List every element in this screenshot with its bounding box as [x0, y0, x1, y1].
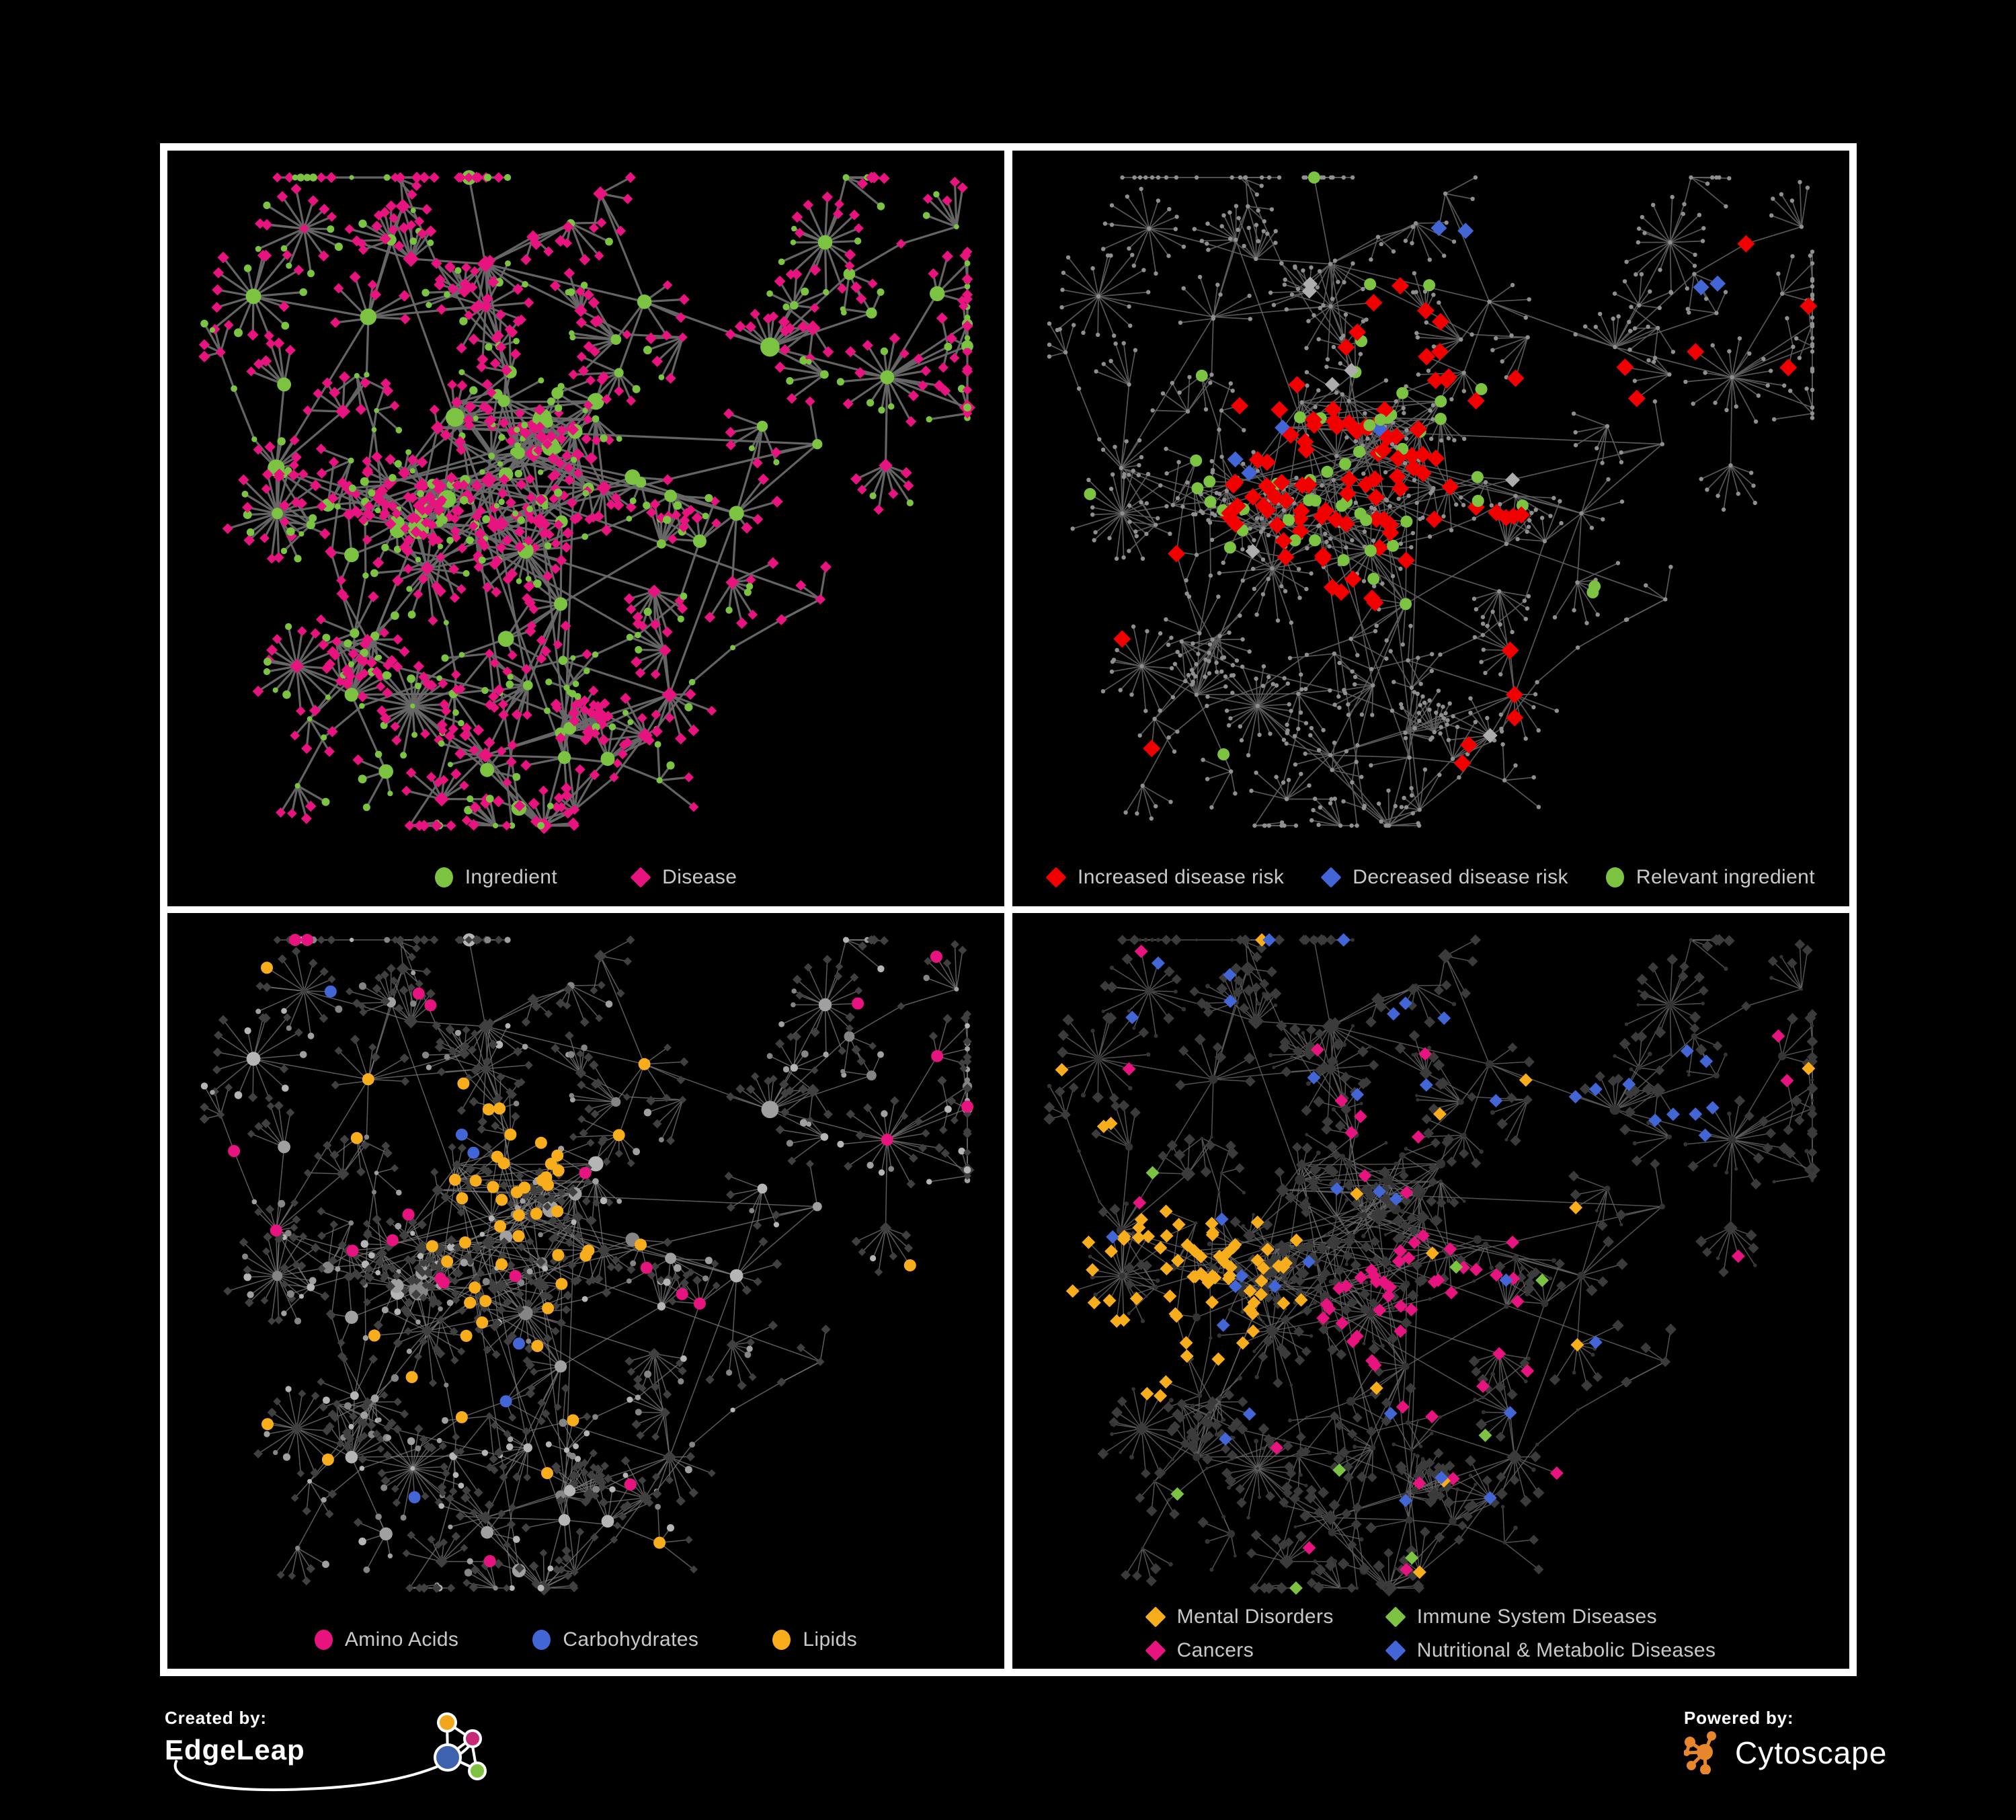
- legend-swatch-diamond-icon: [1145, 1640, 1166, 1661]
- legend-label: Relevant ingredient: [1636, 866, 1815, 888]
- legend-label: Immune System Diseases: [1416, 1606, 1657, 1628]
- legend-item: Decreased disease risk: [1320, 866, 1568, 889]
- panel-grid-frame: Ingredient Disease Increased disease risk…: [160, 143, 1857, 1676]
- legend-label: Cancers: [1176, 1639, 1254, 1661]
- highlighted-nodes-layer: [1084, 171, 1818, 773]
- legend-swatch-circle-icon: [314, 1630, 333, 1650]
- legend-swatch-diamond-icon: [1045, 867, 1067, 888]
- panel-ingredient-disease: Ingredient Disease: [167, 151, 1004, 906]
- network-canvas-disease-categories: [1043, 933, 1820, 1597]
- legend-disease-risk: Increased disease risk Decreased disease …: [1012, 866, 1849, 889]
- network-canvas-nutrient-classes: [199, 933, 975, 1596]
- legend-item: Relevant ingredient: [1605, 866, 1815, 889]
- legend-item: Ingredient: [434, 866, 558, 889]
- legend-label: Amino Acids: [344, 1628, 459, 1651]
- legend-item: Increased disease risk: [1045, 866, 1285, 889]
- legend-nutrient-classes: Amino Acids Carbohydrates Lipids: [167, 1628, 1004, 1651]
- nodes-layer: [198, 170, 975, 834]
- legend-label: Nutritional & Metabolic Diseases: [1416, 1639, 1716, 1661]
- legend-swatch-circle-icon: [434, 867, 453, 887]
- highlighted-nodes-layer: [228, 934, 973, 1567]
- panel-nutrient-classes: Amino Acids Carbohydrates Lipids: [167, 913, 1004, 1669]
- legend-swatch-diamond-icon: [1320, 867, 1342, 888]
- edgeleap-wordmark: EdgeLeap: [165, 1734, 305, 1766]
- legend-label: Carbohydrates: [563, 1628, 699, 1651]
- nodes-layer: [1043, 934, 1820, 1597]
- nodes-layer: [1047, 175, 1815, 828]
- panel-disease-categories: Mental Disorders Immune System Diseases Ca…: [1012, 913, 1849, 1669]
- legend-item: Cancers: [1145, 1639, 1254, 1662]
- legend-item: Disease: [630, 866, 737, 889]
- legend-ingredient-disease: Ingredient Disease: [167, 866, 1004, 889]
- legend-item: Amino Acids: [314, 1628, 459, 1651]
- legend-swatch-diamond-icon: [1385, 1640, 1406, 1661]
- legend-label: Mental Disorders: [1176, 1606, 1334, 1628]
- powered-by-label: Powered by:: [1684, 1708, 1794, 1728]
- legend-item: Immune System Diseases: [1385, 1606, 1657, 1628]
- legend-swatch-diamond-icon: [630, 867, 651, 888]
- nodes-layer: [199, 933, 975, 1596]
- legend-item: Mental Disorders: [1145, 1606, 1334, 1628]
- cytoscape-logo-icon: [1684, 1731, 1716, 1774]
- network-canvas-disease-risk: [1047, 171, 1818, 828]
- legend-item: Carbohydrates: [532, 1628, 698, 1651]
- legend-item: Lipids: [772, 1628, 857, 1651]
- legend-label: Lipids: [803, 1628, 858, 1651]
- powered-by-branding: Powered by: Cytoscape: [1684, 1708, 1980, 1802]
- created-by-label: Created by:: [165, 1708, 267, 1728]
- legend-swatch-circle-icon: [532, 1630, 551, 1650]
- legend-label: Increased disease risk: [1078, 866, 1285, 888]
- network-canvas-ingredient-disease: [198, 170, 975, 834]
- legend-swatch-circle-icon: [772, 1630, 791, 1650]
- legend-label: Ingredient: [465, 866, 558, 888]
- cytoscape-wordmark: Cytoscape: [1735, 1735, 1888, 1770]
- legend-item: Nutritional & Metabolic Diseases: [1385, 1639, 1716, 1662]
- edges-layer: [1049, 177, 1813, 826]
- legend-disease-categories: Mental Disorders Immune System Diseases Ca…: [1012, 1606, 1849, 1662]
- legend-swatch-diamond-icon: [1145, 1606, 1166, 1628]
- legend-label: Disease: [662, 866, 737, 888]
- legend-swatch-diamond-icon: [1385, 1606, 1406, 1628]
- created-by-branding: Created by: EdgeLeap: [165, 1708, 541, 1802]
- legend-label: Decreased disease risk: [1353, 866, 1568, 888]
- legend-swatch-circle-icon: [1605, 867, 1624, 887]
- highlighted-nodes-layer: [1055, 933, 1816, 1595]
- panel-disease-risk: Increased disease risk Decreased disease …: [1012, 151, 1849, 906]
